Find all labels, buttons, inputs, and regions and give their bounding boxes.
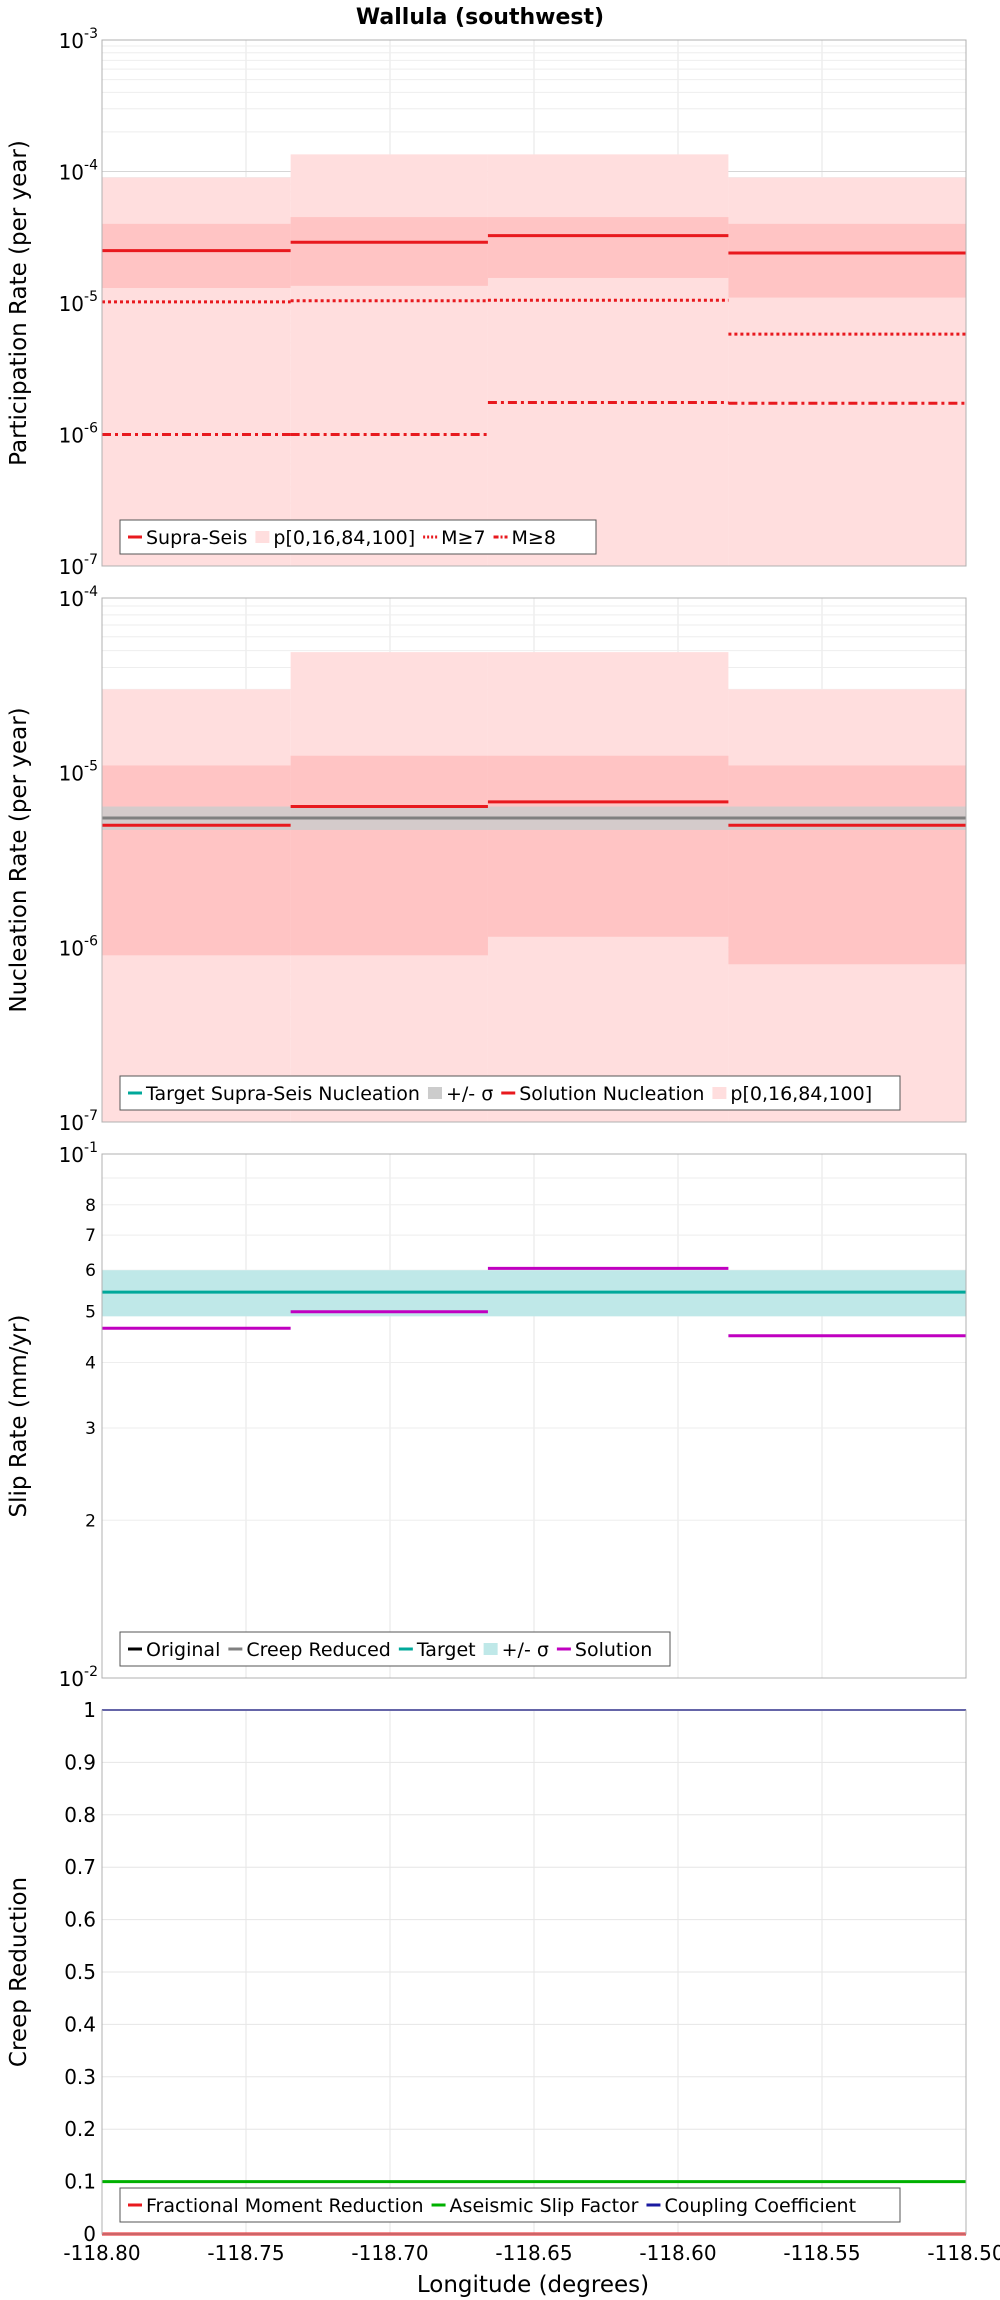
y-minor-tick-label: 7 <box>85 1226 96 1246</box>
y-tick-label: 0.3 <box>64 2065 96 2089</box>
band-outer <box>290 154 488 566</box>
y-minor-tick-label: 2 <box>85 1511 96 1531</box>
panel-creep: 0 0.1 0.2 0.3 0.4 0.5 0.6 0.7 0.8 0.9 1 Creep Reduc… <box>6 1698 967 2246</box>
x-tick-label: -118.80 <box>63 2241 140 2265</box>
legend-label: Solution Nucleation <box>519 1083 704 1105</box>
y-tick-label: 10-4 <box>59 158 99 185</box>
y-axis-label: Participation Rate (per year) <box>6 140 32 466</box>
y-tick-labels: 0 0.1 0.2 0.3 0.4 0.5 0.6 0.7 0.8 0.9 1 <box>64 1698 96 2246</box>
band-outer <box>487 154 729 566</box>
y-tick-label: 0.1 <box>64 2170 96 2194</box>
y-tick-label: 10-3 <box>59 26 98 53</box>
legend-label: Fractional Moment Reduction <box>146 2195 424 2217</box>
y-axis-label: Slip Rate (mm/yr) <box>6 1315 32 1518</box>
y-tick-labels: 10-2 10-1 2 3 4 5 6 7 8 <box>59 1140 98 1691</box>
y-tick-label: 0.5 <box>64 1960 96 1984</box>
legend-swatch <box>427 1087 442 1099</box>
x-axis-label: Longitude (degrees) <box>417 2272 649 2298</box>
band-inner <box>487 217 729 278</box>
legend-label: Supra-Seis <box>146 527 247 549</box>
y-minor-tick-label: 5 <box>85 1303 96 1323</box>
y-axis-label: Nucleation Rate (per year) <box>6 707 32 1012</box>
legend-label: p[0,16,84,100] <box>730 1083 872 1105</box>
x-tick-label: -118.55 <box>783 2241 860 2265</box>
y-tick-label: 0.2 <box>64 2117 96 2141</box>
legend: Fractional Moment Reduction Aseismic Slip… <box>119 2187 901 2223</box>
y-tick-label: 0 <box>83 2222 96 2246</box>
legend-box <box>119 519 597 555</box>
y-minor-tick-label: 4 <box>85 1354 96 1374</box>
legend-box <box>119 2187 901 2223</box>
legend-label: Aseismic Slip Factor <box>450 2195 639 2217</box>
legend-label: Target Supra-Seis Nucleation <box>145 1083 420 1105</box>
x-tick-label: -118.75 <box>207 2241 284 2265</box>
y-tick-label: 10-6 <box>59 421 99 448</box>
band-inner <box>290 217 488 286</box>
y-minor-tick-label: 8 <box>85 1196 96 1216</box>
band-inner <box>487 755 729 937</box>
y-tick-label: 0.8 <box>64 1803 96 1827</box>
plot-frame <box>101 39 967 567</box>
y-tick-label: 0.7 <box>64 1855 96 1879</box>
panel-nucleation: 10-7 10-6 10-5 10-4 Nucleation Rate (per yea… <box>6 584 967 1135</box>
plot-frame <box>101 1709 967 2235</box>
x-tick-label: -118.65 <box>495 2241 572 2265</box>
legend-label: Creep Reduced <box>246 1639 390 1661</box>
y-tick-labels: 10-7 10-6 10-5 10-4 <box>59 584 99 1135</box>
x-tick-label: -118.60 <box>639 2241 716 2265</box>
panel-slip_rate: 10-2 10-1 2 3 4 5 6 7 8 Slip Rate (mm/yr) Original… <box>6 1140 967 1691</box>
band-inner <box>102 765 291 956</box>
legend-swatch <box>483 1643 498 1655</box>
y-tick-label: 10-7 <box>59 552 98 579</box>
legend-label: M≥8 <box>512 527 556 549</box>
legend-swatch <box>255 531 270 543</box>
band-inner <box>728 223 966 298</box>
y-tick-label: 10-4 <box>59 584 99 611</box>
legend-label: p[0,16,84,100] <box>273 527 415 549</box>
legend-label: Solution <box>575 1639 652 1661</box>
y-minor-tick-label: 6 <box>85 1261 96 1281</box>
legend-swatch <box>712 1087 727 1099</box>
y-tick-label: 0.9 <box>64 1750 96 1774</box>
band-inner <box>290 755 488 956</box>
chart-title: Wallula (southwest) <box>356 5 604 30</box>
legend: Supra-Seis p[0,16,84,100] M≥7 M≥8 <box>119 519 597 555</box>
y-axis-label: Creep Reduction <box>6 1877 32 2067</box>
y-tick-label: 1 <box>83 1698 96 1722</box>
band-inner <box>102 223 291 289</box>
x-tick-labels: -118.80 -118.75 -118.70 -118.65 -118.60 -118.… <box>63 2241 1000 2265</box>
y-tick-label: 0.6 <box>64 1908 96 1932</box>
x-tick-label: -118.70 <box>351 2241 428 2265</box>
y-tick-label: 10-6 <box>59 933 99 960</box>
y-tick-label: 0.4 <box>64 2012 96 2036</box>
legend-box <box>119 1631 671 1667</box>
y-tick-label: 10-5 <box>59 759 98 786</box>
y-tick-label: 10-7 <box>59 1108 98 1135</box>
y-tick-label: 10-1 <box>59 1140 98 1167</box>
panel-participation: 10-7 10-6 10-5 10-4 10-3 Participation Rate (… <box>6 26 967 579</box>
legend-label: +/- σ <box>502 1639 549 1661</box>
plot-frame <box>101 597 967 1123</box>
band-inner <box>728 765 966 965</box>
legend-label: Coupling Coefficient <box>664 2195 856 2217</box>
y-tick-label: 10-5 <box>59 289 98 316</box>
legend-label: Target <box>416 1639 476 1661</box>
legend-label: +/- σ <box>446 1083 493 1105</box>
x-tick-label: -118.50 <box>927 2241 1000 2265</box>
legend-label: M≥7 <box>441 527 485 549</box>
legend-label: Original <box>146 1639 220 1661</box>
legend: Original Creep Reduced Target +/- σ Solution <box>119 1631 671 1667</box>
y-tick-label: 10-2 <box>59 1664 98 1691</box>
y-tick-labels: 10-7 10-6 10-5 10-4 10-3 <box>59 26 99 579</box>
plot-frame <box>101 1153 967 1679</box>
legend: Target Supra-Seis Nucleation +/- σ Solutio… <box>119 1075 901 1111</box>
y-minor-tick-label: 3 <box>85 1419 96 1439</box>
